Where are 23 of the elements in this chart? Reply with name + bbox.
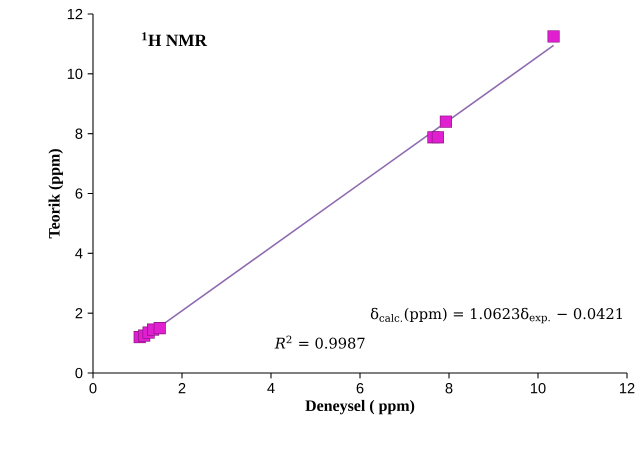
point bbox=[154, 322, 166, 334]
y-tick-label: 10 bbox=[68, 68, 82, 80]
y-tick-label: 6 bbox=[76, 188, 82, 199]
x-tick-label: 0 bbox=[90, 383, 96, 394]
y-tick-label: 12 bbox=[68, 8, 82, 20]
annotation: δ$_{calc.}$(ppm) = 1.0623δ$_{exp.}$ − 0.0421 bbox=[370, 308, 622, 324]
point bbox=[440, 116, 452, 128]
x-tick-label: 4 bbox=[267, 383, 275, 394]
x-axis-title: Deneysel ( ppm) bbox=[305, 400, 414, 414]
y-tick-label: 4 bbox=[75, 248, 83, 258]
x-tick-label: 6 bbox=[356, 383, 364, 394]
y-tick-label: 8 bbox=[75, 128, 82, 139]
point bbox=[432, 131, 444, 144]
y-tick-label: 0 bbox=[75, 368, 82, 378]
x-tick-label: 8 bbox=[446, 383, 452, 394]
annotation: R$^{2}$ = 0.9987 bbox=[274, 336, 365, 349]
y-axis-title: Teorik (ppm) bbox=[48, 149, 63, 238]
annotation: $^{1}$H NMR bbox=[142, 32, 208, 46]
y-tick-label: 2 bbox=[76, 308, 82, 318]
x-tick-label: 12 bbox=[620, 383, 634, 394]
x-tick-label: 10 bbox=[530, 383, 546, 394]
x-tick-label: 2 bbox=[178, 383, 186, 394]
point bbox=[548, 30, 560, 42]
